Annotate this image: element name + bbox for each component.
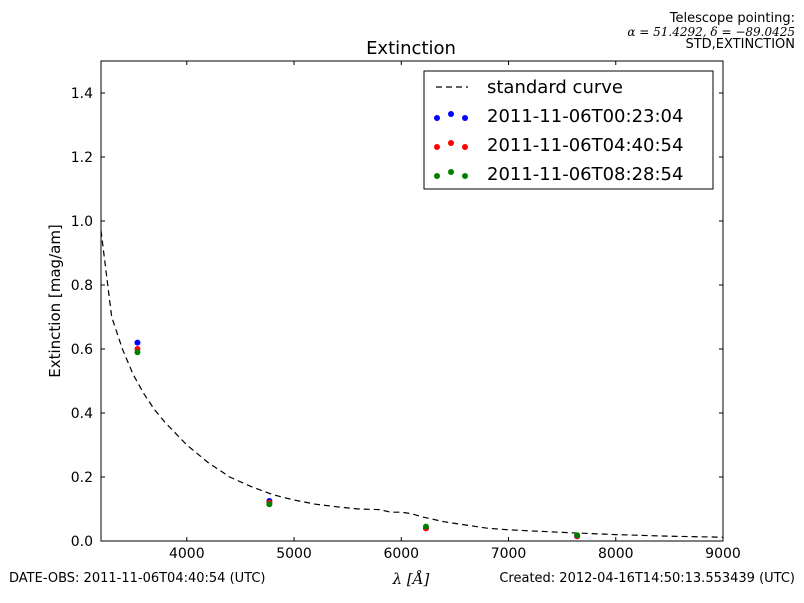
x-tick-label: 4000: [169, 546, 205, 562]
date-obs-label: DATE-OBS: 2011-11-06T04:40:54 (UTC): [9, 571, 266, 586]
series-3-point: [134, 349, 141, 356]
x-tick-label: 6000: [383, 546, 419, 562]
created-timestamp: Created: 2012-04-16T14:50:13.553439 (UTC…: [499, 571, 795, 586]
x-tick-label: 7000: [491, 546, 527, 562]
legend: standard curve 2011-11-06T00:23:04 2011-11…: [423, 70, 714, 190]
x-axis-label: λ [Å]: [392, 570, 430, 588]
plot-area: 4000 5000 6000 7000 8000 9000 0.0 0.2 0.4 0.6 0.8 1…: [71, 60, 741, 562]
legend-label-series-1: 2011-11-06T00:23:04: [487, 106, 683, 127]
y-tick-label: 0.2: [71, 470, 93, 486]
telescope-pointing-mode: STD,EXTINCTION: [685, 37, 795, 52]
y-axis-label: Extinction [mag/am]: [46, 224, 64, 378]
legend-swatch-series-3: [434, 173, 440, 179]
telescope-pointing-coordinates: α = 51.4292, δ = −89.0425: [627, 25, 795, 39]
standard-curve-line: [101, 230, 723, 538]
legend-label-series-3: 2011-11-06T08:28:54: [487, 164, 683, 185]
plot-frame: [100, 60, 724, 542]
series-3-point: [422, 523, 429, 530]
legend-swatch-series-3: [448, 169, 454, 175]
y-tick-label: 1.2: [71, 150, 93, 166]
y-tick-label: 0.6: [71, 342, 93, 358]
legend-swatch-series-2: [448, 140, 454, 146]
series-3-point: [574, 532, 581, 539]
chart-title: Extinction: [366, 38, 456, 59]
legend-label-standard-curve: standard curve: [487, 77, 623, 98]
legend-swatch-series-1: [434, 115, 440, 121]
legend-swatch-series-2: [462, 144, 468, 150]
x-tick-label: 8000: [598, 546, 634, 562]
y-tick-label: 0.8: [71, 278, 93, 294]
y-tick-label: 1.4: [71, 86, 93, 102]
series-1-point: [134, 339, 141, 346]
legend-swatch-series-3: [462, 173, 468, 179]
legend-box: [423, 70, 714, 190]
legend-label-series-2: 2011-11-06T04:40:54: [487, 135, 683, 156]
legend-swatch-series-1: [462, 115, 468, 121]
x-tick-label: 5000: [276, 546, 312, 562]
y-tick-label: 1.0: [71, 214, 93, 230]
telescope-pointing-title: Telescope pointing:: [669, 11, 795, 26]
x-tick-label: 9000: [705, 546, 741, 562]
legend-swatch-series-2: [434, 144, 440, 150]
series-3-point: [266, 501, 273, 508]
y-tick-label: 0.4: [71, 406, 93, 422]
y-tick-label: 0.0: [71, 534, 93, 550]
legend-swatch-series-1: [448, 111, 454, 117]
